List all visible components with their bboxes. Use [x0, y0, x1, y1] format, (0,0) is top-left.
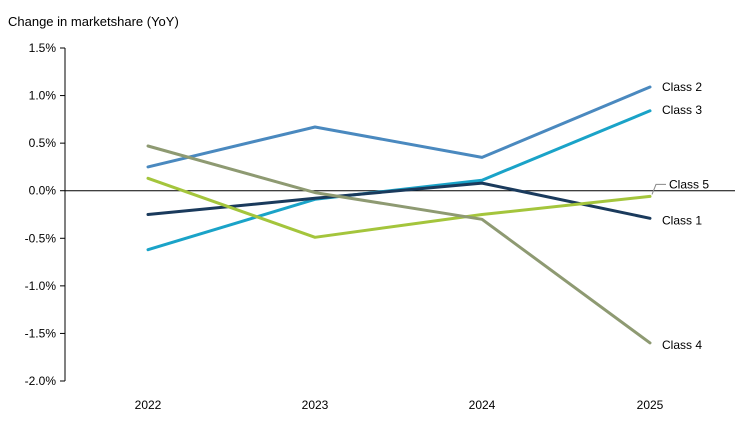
x-tick-label: 2022	[135, 398, 162, 412]
series-line-class-4	[146, 144, 652, 345]
series-line-class-2	[146, 85, 652, 169]
axes: 1.5% 1.0% 0.5% 0.0% -0.5% -1.0% -1.5% -2.0% 2022…	[25, 41, 735, 412]
y-tick-label: -0.5%	[25, 231, 57, 245]
y-tick-label: -2.0%	[25, 374, 57, 388]
series-label-class-4: Class 4	[662, 338, 702, 352]
series-label-class-1: Class 1	[662, 213, 702, 227]
x-tick-label: 2023	[302, 398, 329, 412]
series-label-class-2: Class 2	[662, 80, 702, 94]
y-tick-label: 0.5%	[29, 136, 57, 150]
series-lines	[146, 85, 652, 345]
series-label-class-3: Class 3	[662, 103, 702, 117]
series-labels: Class 2 Class 3 Class 5 Class 1 Class 4	[651, 80, 709, 352]
y-tick-label: 1.0%	[29, 89, 57, 103]
y-tick-label: 1.5%	[29, 41, 57, 55]
y-tick-label: -1.5%	[25, 326, 57, 340]
y-tick-label: 0.0%	[29, 184, 57, 198]
y-tick-label: -1.0%	[25, 279, 57, 293]
x-tick-label: 2024	[469, 398, 496, 412]
series-line-class-5	[146, 176, 652, 239]
series-line-class-3	[146, 109, 652, 252]
series-label-class-5: Class 5	[669, 177, 709, 191]
leader-line-class-5	[651, 183, 666, 195]
chart-title: Change in marketshare (YoY)	[8, 14, 179, 29]
x-tick-label: 2025	[637, 398, 664, 412]
